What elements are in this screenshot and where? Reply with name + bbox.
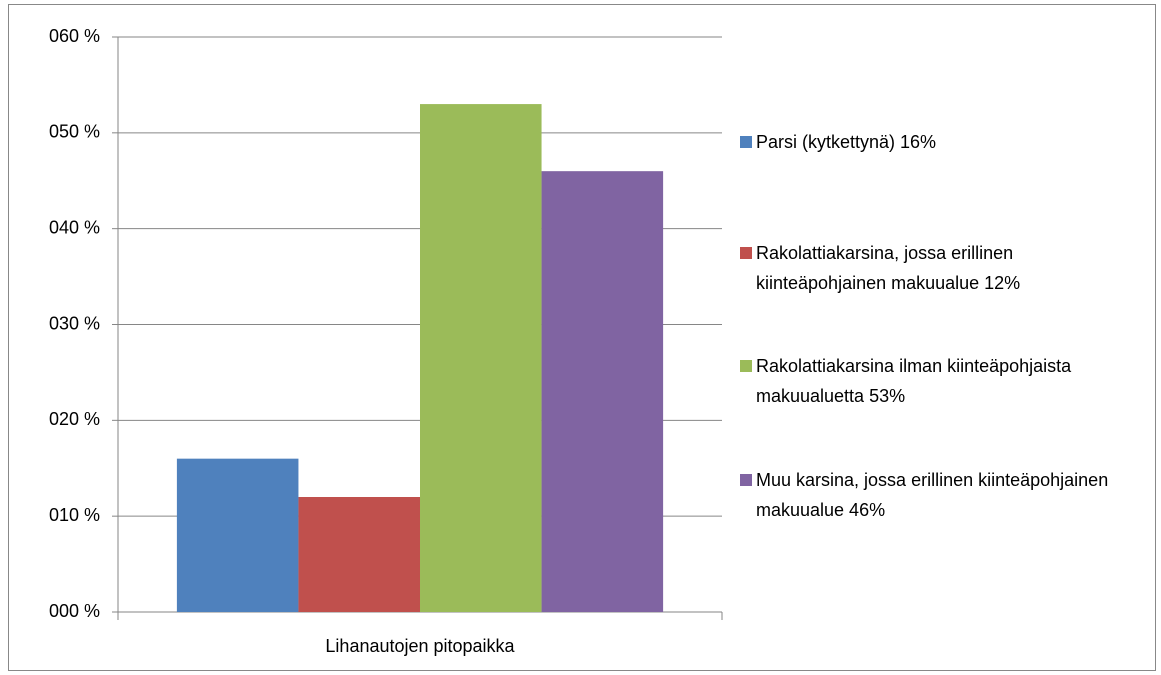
legend-swatch <box>740 360 752 372</box>
bar <box>298 497 420 612</box>
y-tick-label: 010 % <box>49 505 100 525</box>
legend-label: Rakolattiakarsina ilman kiinteäpohjaista… <box>756 356 1072 406</box>
y-tick-label: 050 % <box>49 122 100 142</box>
legend-swatch <box>740 136 752 148</box>
y-tick-label: 000 % <box>49 601 100 621</box>
x-tick-label: Lihanautojen pitopaikka <box>325 636 515 656</box>
y-tick-label: 040 % <box>49 217 100 237</box>
y-tick-label: 020 % <box>49 409 100 429</box>
legend-swatch <box>740 474 752 486</box>
legend-label: Parsi (kytkettynä) 16% <box>756 132 937 152</box>
bar <box>420 104 542 612</box>
bar <box>176 458 299 612</box>
y-tick-label: 060 % <box>49 26 100 46</box>
legend-swatch <box>740 247 752 259</box>
legend-label: Muu karsina, jossa erillinen kiinteäpohj… <box>756 470 1109 520</box>
bar <box>541 171 664 612</box>
legend-label: Rakolattiakarsina, jossa erillinen kiint… <box>756 243 1021 293</box>
y-tick-label: 030 % <box>49 313 100 333</box>
